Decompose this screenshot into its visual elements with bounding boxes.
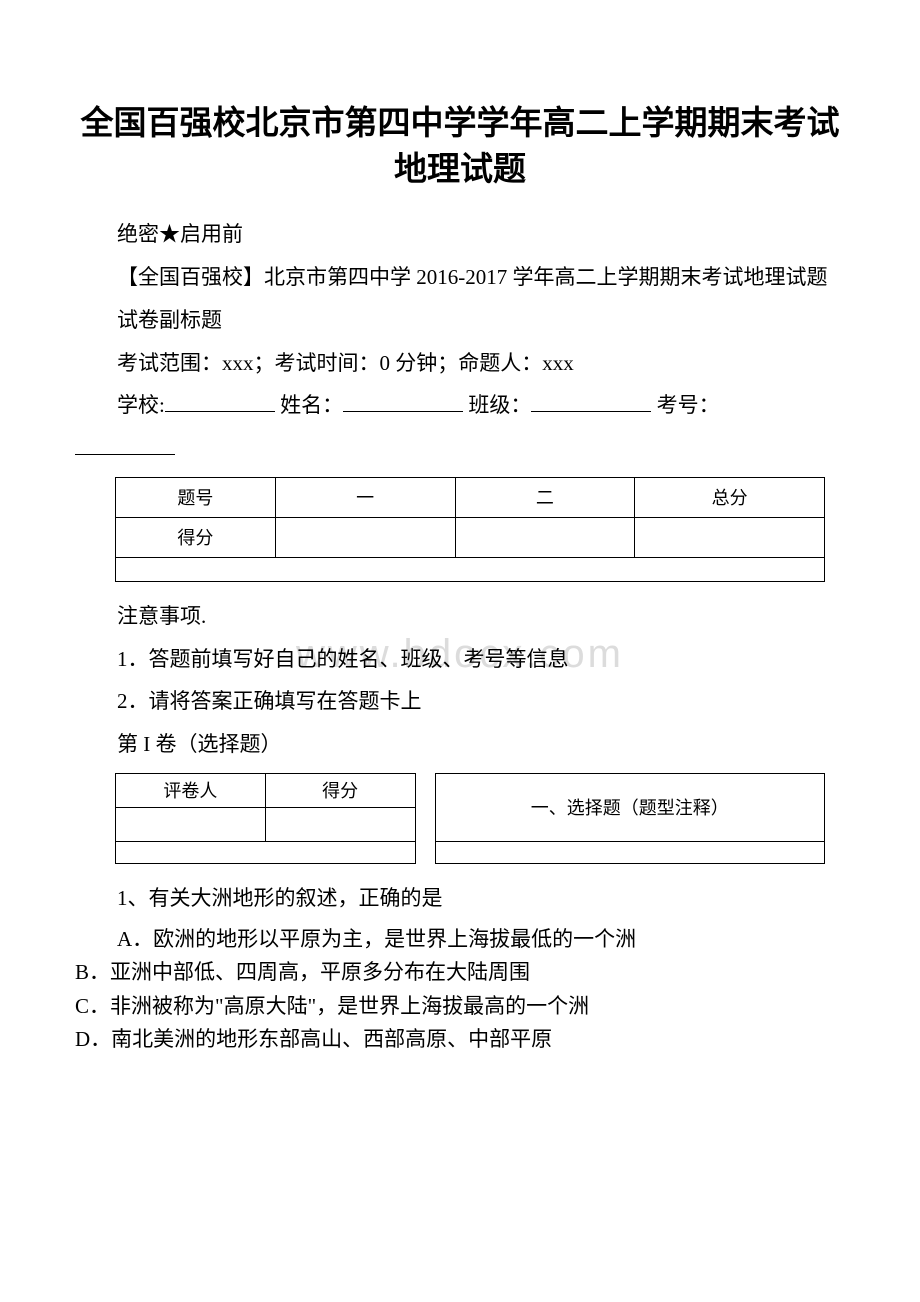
student-info-line: 学校: 姓名： 班级： 考号： xyxy=(75,387,845,424)
header-cell: 总分 xyxy=(635,477,825,517)
document-title: 全国百强校北京市第四中学学年高二上学期期末考试地理试题 xyxy=(75,100,845,192)
spacer-cell xyxy=(415,773,435,863)
option-c: C．非洲被称为"高原大陆"，是世界上海拔最高的一个洲 xyxy=(75,990,845,1024)
school-label: 学校: xyxy=(117,393,165,417)
exam-info: 考试范围：xxx；考试时间：0 分钟；命题人：xxx xyxy=(75,345,845,382)
paper-subtitle: 试卷副标题 xyxy=(75,302,845,339)
id-label: 考号： xyxy=(657,393,720,417)
empty-cell xyxy=(265,807,415,841)
grader-table: 评卷人 得分 一、选择题（题型注释） xyxy=(115,773,825,864)
table-row xyxy=(116,557,825,581)
header-cell: 题号 xyxy=(116,477,276,517)
name-label: 姓名： xyxy=(280,393,343,417)
header-cell: 二 xyxy=(455,477,635,517)
notes-heading: 注意事项. xyxy=(75,598,845,635)
empty-cell xyxy=(275,517,455,557)
question-1-stem: 1、有关大洲地形的叙述，正确的是 xyxy=(75,880,845,917)
confidential-label: 绝密★启用前 xyxy=(75,216,845,253)
table-row: 得分 xyxy=(116,517,825,557)
school-blank xyxy=(165,389,275,412)
id-blank xyxy=(75,432,175,455)
empty-cell xyxy=(116,807,266,841)
subtitle: 【全国百强校】北京市第四中学 2016-2017 学年高二上学期期末考试地理试题 xyxy=(75,259,845,296)
note-2: 2．请将答案正确填写在答题卡上 xyxy=(75,683,845,720)
empty-cell xyxy=(635,517,825,557)
id-blank-line xyxy=(75,430,845,467)
header-cell: 得分 xyxy=(265,773,415,807)
table-row: 评卷人 得分 一、选择题（题型注释） xyxy=(116,773,825,807)
empty-cell xyxy=(116,841,416,863)
question-1-options: A．欧洲的地形以平原为主，是世界上海拔最低的一个洲 B．亚洲中部低、四周高，平原… xyxy=(75,923,845,1057)
header-cell: 一 xyxy=(275,477,455,517)
empty-cell xyxy=(435,841,824,863)
note-1: 1．答题前填写好自己的姓名、班级、考号等信息 xyxy=(75,641,845,678)
document-body: 全国百强校北京市第四中学学年高二上学期期末考试地理试题 绝密★启用前 【全国百强… xyxy=(75,100,845,1057)
name-blank xyxy=(343,389,463,412)
table-row: 题号 一 二 总分 xyxy=(116,477,825,517)
option-b: B．亚洲中部低、四周高，平原多分布在大陆周围 xyxy=(75,956,845,990)
score-table: 题号 一 二 总分 得分 xyxy=(115,477,825,582)
option-d: D．南北美洲的地形东部高山、西部高原、中部平原 xyxy=(75,1023,845,1057)
empty-cell xyxy=(455,517,635,557)
option-a: A．欧洲的地形以平原为主，是世界上海拔最低的一个洲 xyxy=(75,923,845,957)
row-label-cell: 得分 xyxy=(116,517,276,557)
empty-cell xyxy=(116,557,825,581)
section-label-cell: 一、选择题（题型注释） xyxy=(435,773,824,841)
header-cell: 评卷人 xyxy=(116,773,266,807)
class-label: 班级： xyxy=(468,393,531,417)
section-1-heading: 第 I 卷（选择题） xyxy=(75,726,845,763)
table-row xyxy=(116,841,825,863)
class-blank xyxy=(531,389,651,412)
